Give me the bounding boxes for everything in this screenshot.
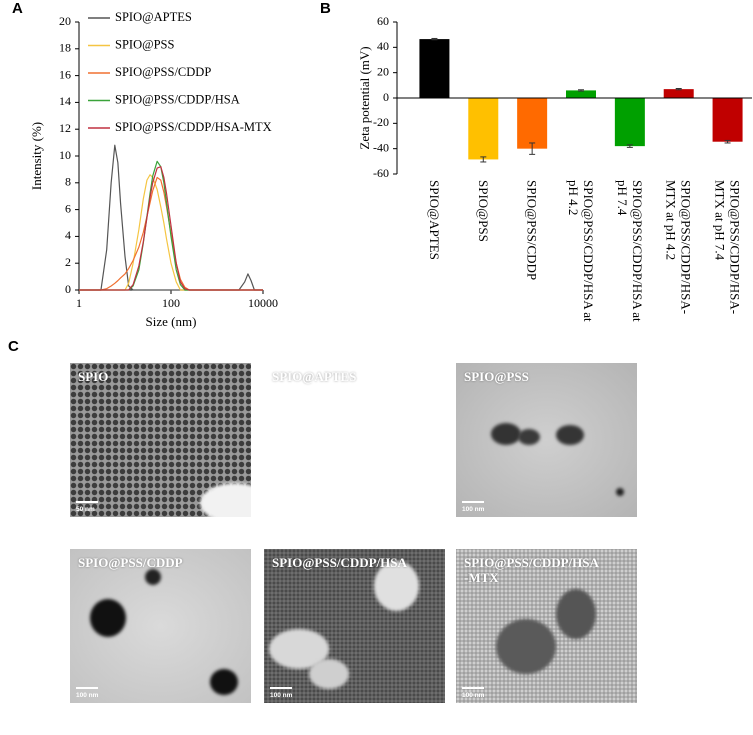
scale-bar-label: 50 nm bbox=[76, 506, 95, 513]
legend-label: SPIO@PSS bbox=[115, 37, 175, 51]
y-tick-label: 20 bbox=[377, 64, 389, 78]
particle-cluster bbox=[374, 561, 419, 611]
y-axis-label: Zeta potential (mV) bbox=[357, 46, 372, 149]
y-tick-label: 60 bbox=[377, 14, 389, 28]
y-tick-label: 8 bbox=[65, 175, 71, 189]
x-tick-label: SPIO@PSS/CDDP/HSA at pH 7.4 bbox=[614, 180, 645, 322]
bar bbox=[712, 98, 743, 142]
scale-bar-label: 100 nm bbox=[462, 692, 485, 699]
y-tick-label: -20 bbox=[373, 115, 389, 129]
tem-image: SPIO@PSS/CDDP 100 nm bbox=[70, 549, 251, 703]
y-tick-label: -60 bbox=[373, 166, 389, 180]
y-tick-label: 18 bbox=[59, 41, 71, 55]
tem-image: SPIO@PSS/CDDP/HSA 100 nm bbox=[264, 549, 445, 703]
particle-cluster bbox=[210, 669, 238, 695]
bar bbox=[419, 39, 450, 98]
panel-label: C bbox=[8, 338, 19, 355]
x-axis-label: Size (nm) bbox=[146, 314, 197, 329]
particle-cluster bbox=[616, 488, 624, 496]
y-tick-label: 12 bbox=[59, 121, 71, 135]
particle-cluster bbox=[309, 659, 349, 689]
bar bbox=[614, 98, 645, 147]
panel-label: A bbox=[12, 0, 23, 17]
tem-label: SPIO@PSS/CDDP/HSA -MTX bbox=[464, 555, 599, 585]
x-tick-label: SPIO@PSS/CDDP/HSA-MTX at pH 4.2 bbox=[663, 180, 694, 315]
particle-cluster bbox=[90, 599, 126, 637]
tem-label: SPIO@APTES bbox=[272, 369, 357, 384]
y-tick-label: 20 bbox=[59, 14, 71, 28]
bar bbox=[566, 90, 596, 98]
bar bbox=[517, 98, 548, 149]
particle-cluster bbox=[200, 483, 251, 517]
bar bbox=[663, 89, 694, 98]
tem-image: SPIO@APTES 50 nm bbox=[264, 363, 445, 517]
scale-bar-label: 100 nm bbox=[462, 506, 485, 513]
y-tick-label: 6 bbox=[65, 201, 71, 215]
bar bbox=[468, 98, 499, 160]
scale-bar bbox=[462, 501, 484, 503]
particle-cluster bbox=[518, 429, 540, 445]
tem-label: SPIO@PSS/CDDP/HSA bbox=[272, 555, 407, 570]
particle-cluster bbox=[145, 569, 161, 585]
charts: 0 2 4 6 8 10 12 14 16 18 20 1 100 10000 Size (nm) Inten… bbox=[29, 10, 752, 329]
x-tick-label: SPIO@PSS/CDDP bbox=[524, 180, 540, 281]
y-tick-label: 2 bbox=[65, 255, 71, 269]
tem-label: SPIO bbox=[78, 369, 109, 384]
x-tick-label: SPIO@APTES bbox=[426, 180, 442, 260]
tem-image: SPIO 50 nm bbox=[70, 363, 251, 517]
data-line bbox=[79, 144, 263, 291]
particle-cluster bbox=[556, 425, 584, 445]
particle-cluster bbox=[491, 423, 521, 445]
x-tick-label: 100 bbox=[162, 296, 180, 310]
panel-label: B bbox=[320, 0, 331, 17]
tem-image: SPIO@PSS 100 nm bbox=[456, 363, 637, 517]
y-tick-label: 0 bbox=[65, 282, 71, 296]
scale-bar bbox=[462, 687, 484, 689]
scale-bar-label: 50 nm bbox=[270, 506, 289, 513]
x-tick-label: 1 bbox=[76, 296, 82, 310]
data-line bbox=[79, 166, 263, 291]
scale-bar-label: 100 nm bbox=[76, 692, 99, 699]
particle-cluster bbox=[556, 589, 596, 639]
scale-bar bbox=[270, 501, 292, 503]
legend-label: SPIO@PSS/CDDP/HSA bbox=[115, 92, 240, 106]
tem-label: SPIO@PSS/CDDP bbox=[78, 555, 183, 570]
y-tick-label: 40 bbox=[377, 39, 389, 53]
scale-bar bbox=[76, 687, 98, 689]
x-tick-label: SPIO@PSS/CDDP/HSA-MTX at pH 7.4 bbox=[712, 180, 743, 315]
y-tick-label: 0 bbox=[383, 90, 389, 104]
x-tick-label: SPIO@PSS/CDDP/HSA at pH 4.2 bbox=[566, 180, 596, 322]
legend-label: SPIO@PSS/CDDP bbox=[115, 65, 211, 79]
particle-cluster bbox=[496, 619, 556, 674]
scale-bar-label: 100 nm bbox=[270, 692, 293, 699]
y-tick-label: 16 bbox=[59, 67, 71, 81]
x-tick-label: 10000 bbox=[248, 296, 278, 310]
y-tick-label: -40 bbox=[373, 140, 389, 154]
legend-label: SPIO@PSS/CDDP/HSA-MTX bbox=[115, 120, 272, 134]
y-axis-label: Intensity (%) bbox=[29, 122, 44, 190]
scale-bar bbox=[76, 501, 98, 503]
tem-label: SPIO@PSS bbox=[464, 369, 529, 384]
x-tick-label: SPIO@PSS bbox=[475, 180, 491, 242]
y-tick-label: 4 bbox=[65, 228, 71, 242]
tem-image: SPIO@PSS/CDDP/HSA -MTX 100 nm bbox=[456, 549, 637, 703]
y-tick-label: 14 bbox=[59, 94, 71, 108]
scale-bar bbox=[270, 687, 292, 689]
legend-label: SPIO@APTES bbox=[115, 10, 192, 24]
y-tick-label: 10 bbox=[59, 148, 71, 162]
